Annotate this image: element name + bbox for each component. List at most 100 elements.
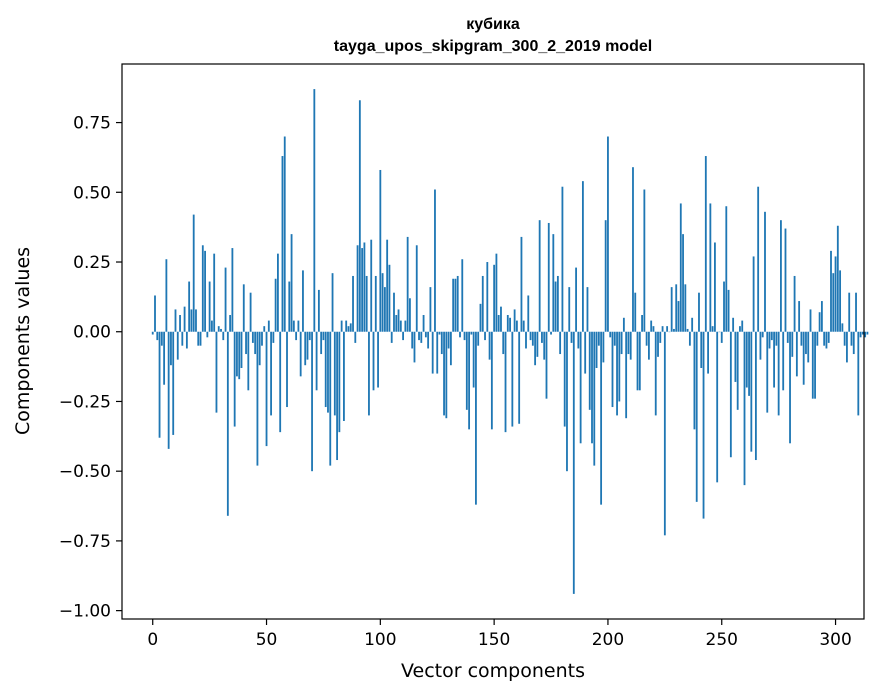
bar-181 bbox=[563, 331, 566, 427]
bar-245 bbox=[709, 203, 712, 332]
bar-208 bbox=[625, 331, 628, 419]
bar-254 bbox=[729, 331, 732, 458]
bar-89 bbox=[354, 331, 357, 343]
bar-60 bbox=[288, 281, 291, 332]
bar-147 bbox=[486, 262, 489, 332]
bar-87 bbox=[349, 323, 352, 332]
bar-116 bbox=[415, 245, 418, 332]
bar-77 bbox=[327, 331, 329, 413]
bar-127 bbox=[440, 331, 443, 355]
bar-35 bbox=[231, 248, 234, 332]
bar-123 bbox=[431, 331, 434, 374]
bar-272 bbox=[770, 331, 773, 341]
bar-25 bbox=[208, 281, 211, 332]
bar-54 bbox=[274, 278, 277, 332]
bar-293 bbox=[818, 312, 821, 332]
bar-121 bbox=[427, 331, 430, 349]
bar-185 bbox=[572, 331, 575, 594]
bar-88 bbox=[352, 275, 354, 332]
bar-189 bbox=[581, 181, 584, 332]
bar-234 bbox=[684, 284, 687, 332]
bar-264 bbox=[752, 256, 755, 332]
bar-194 bbox=[593, 331, 596, 466]
bar-145 bbox=[481, 275, 484, 332]
bar-219 bbox=[650, 320, 653, 332]
bar-156 bbox=[506, 315, 509, 332]
y-tick-label-1: −0.75 bbox=[59, 532, 111, 552]
bar-64 bbox=[297, 320, 300, 332]
bar-22 bbox=[201, 245, 204, 332]
bar-101 bbox=[381, 273, 384, 332]
bar-183 bbox=[568, 287, 571, 332]
y-tick-label-6: 0.50 bbox=[73, 183, 111, 203]
bar-57 bbox=[281, 156, 284, 332]
bar-85 bbox=[345, 320, 348, 332]
bar-144 bbox=[479, 303, 482, 332]
bar-307 bbox=[850, 331, 853, 346]
bar-215 bbox=[641, 315, 643, 332]
bar-212 bbox=[634, 292, 637, 332]
bar-114 bbox=[411, 331, 414, 349]
bar-18 bbox=[192, 214, 195, 332]
bars-group bbox=[151, 89, 869, 594]
bar-295 bbox=[823, 331, 826, 346]
bar-190 bbox=[584, 331, 587, 374]
bar-6 bbox=[165, 259, 168, 332]
x-tick-label-2: 100 bbox=[364, 630, 396, 650]
bar-161 bbox=[518, 331, 521, 424]
bar-279 bbox=[786, 331, 789, 343]
bar-135 bbox=[459, 331, 461, 338]
bar-10 bbox=[174, 309, 177, 332]
bar-251 bbox=[723, 281, 725, 332]
bar-286 bbox=[802, 331, 805, 385]
bar-108 bbox=[397, 309, 400, 332]
bar-38 bbox=[238, 331, 241, 380]
bar-209 bbox=[627, 331, 630, 355]
bar-136 bbox=[461, 259, 464, 332]
bar-34 bbox=[229, 315, 232, 332]
bar-46 bbox=[256, 331, 259, 466]
bar-273 bbox=[773, 331, 775, 388]
bar-155 bbox=[504, 331, 507, 433]
bar-1 bbox=[154, 295, 156, 332]
bar-126 bbox=[438, 331, 441, 335]
bar-257 bbox=[736, 331, 739, 410]
bar-92 bbox=[361, 248, 364, 332]
bar-238 bbox=[693, 331, 696, 430]
bar-163 bbox=[522, 320, 525, 332]
bar-26 bbox=[210, 320, 213, 332]
bar-235 bbox=[686, 328, 689, 332]
bar-284 bbox=[798, 301, 801, 332]
bar-159 bbox=[513, 309, 516, 332]
bar-111 bbox=[404, 320, 407, 332]
bar-152 bbox=[497, 315, 500, 332]
bar-248 bbox=[716, 331, 719, 483]
plot-frame bbox=[121, 63, 865, 620]
bar-250 bbox=[720, 331, 723, 343]
bar-297 bbox=[827, 331, 830, 343]
bar-129 bbox=[445, 331, 448, 419]
bar-105 bbox=[390, 331, 393, 343]
bar-58 bbox=[283, 136, 286, 332]
bar-229 bbox=[673, 328, 675, 332]
bar-118 bbox=[420, 331, 423, 343]
bar-176 bbox=[552, 234, 555, 332]
bar-82 bbox=[338, 331, 341, 433]
bar-271 bbox=[768, 331, 771, 349]
bar-259 bbox=[741, 320, 744, 332]
bar-113 bbox=[409, 298, 411, 332]
x-tick-label-1: 50 bbox=[256, 630, 278, 650]
bar-74 bbox=[320, 331, 323, 355]
bar-140 bbox=[470, 331, 473, 335]
bar-3 bbox=[158, 331, 161, 438]
bar-86 bbox=[347, 326, 350, 332]
bar-39 bbox=[240, 331, 243, 368]
bar-252 bbox=[725, 206, 728, 332]
bar-247 bbox=[714, 242, 716, 332]
bar-65 bbox=[299, 331, 302, 377]
bar-278 bbox=[784, 228, 787, 332]
bar-312 bbox=[861, 331, 864, 335]
bar-217 bbox=[645, 331, 648, 346]
bar-298 bbox=[830, 250, 832, 332]
